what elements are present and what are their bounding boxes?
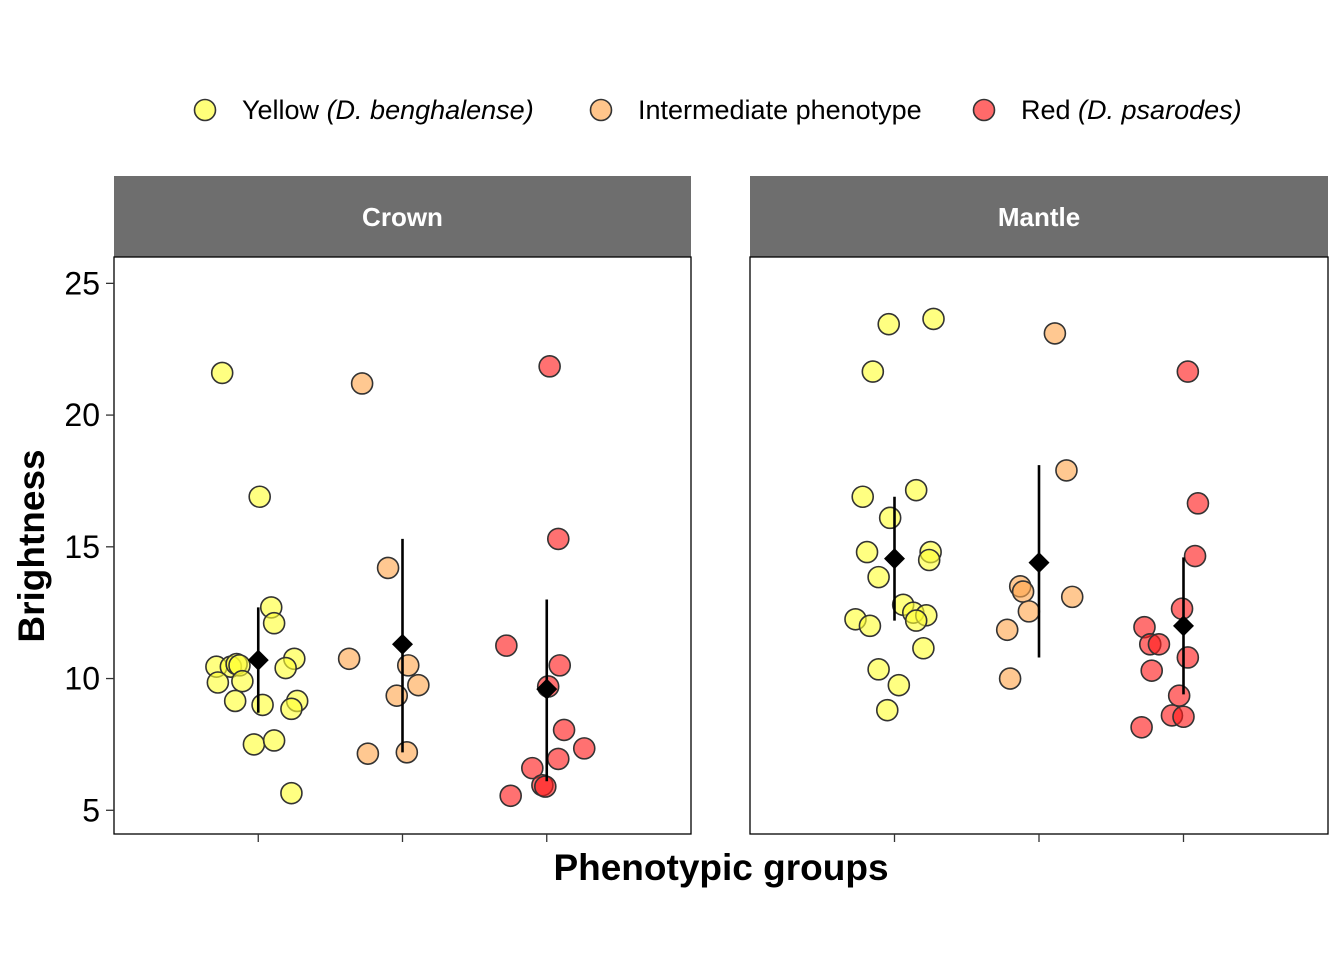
y-tick-label: 10 [64, 661, 100, 697]
data-point-yellow [922, 307, 945, 331]
legend-label-italic: (D. psarodes) [1078, 95, 1242, 125]
facet-panels: Crown Mantle [113, 176, 1329, 842]
data-point-yellow [251, 693, 274, 717]
data-point-red [1176, 360, 1200, 383]
legend-label-plain: Red [1021, 95, 1078, 125]
data-point-red [534, 775, 557, 798]
data-point-yellow [280, 781, 303, 805]
data-point-intermediate [1017, 600, 1041, 623]
mean-marker-intermediate [392, 633, 413, 655]
data-point-intermediate [1011, 580, 1035, 603]
data-point-intermediate [385, 684, 409, 707]
data-point-yellow [861, 360, 885, 383]
y-axis-title: Brightness [11, 449, 52, 642]
legend-item-intermediate: Intermediate phenotype [589, 95, 922, 125]
facet-strip [114, 176, 691, 257]
data-point-yellow [877, 312, 901, 336]
data-point-red [1176, 646, 1200, 669]
y-tick-label: 15 [64, 529, 100, 565]
data-point-intermediate [998, 667, 1022, 690]
mean-marker-red [536, 678, 558, 700]
legend-label-plain: Intermediate phenotype [638, 95, 922, 125]
legend-label-plain: Yellow [242, 95, 327, 125]
mean-marker-yellow [884, 548, 905, 570]
panel-mantle: Mantle [749, 176, 1329, 842]
data-point-red [521, 756, 544, 780]
data-point-intermediate [396, 654, 420, 677]
data-point-intermediate [1043, 322, 1067, 345]
facet-strip [750, 176, 1328, 257]
data-point-yellow [274, 656, 297, 680]
data-point-yellow [262, 729, 286, 752]
legend-label-italic: (D. benghalense) [327, 95, 534, 125]
facet-strip-label: Crown [362, 202, 443, 232]
data-point-yellow [231, 669, 254, 693]
data-point-red [548, 654, 572, 677]
mean-marker-intermediate [1028, 552, 1050, 574]
data-point-yellow [855, 540, 879, 564]
data-point-yellow [223, 689, 247, 713]
data-point-red [546, 527, 570, 551]
data-point-red [572, 737, 596, 760]
data-point-red [1172, 705, 1195, 729]
data-point-yellow [210, 361, 234, 385]
data-point-yellow [867, 565, 890, 589]
mean-marker-red [1173, 615, 1194, 637]
legend-item-red: Red (D. psarodes) [972, 95, 1242, 125]
legend-key-yellow [193, 98, 217, 122]
data-point-yellow [242, 733, 266, 756]
data-point-yellow [867, 658, 890, 681]
legend-key-intermediate [589, 98, 613, 122]
data-point-red [495, 634, 518, 657]
data-point-intermediate [376, 556, 400, 580]
y-axis: 5 10 15 20 25 [64, 265, 114, 828]
data-point-intermediate [407, 673, 430, 697]
data-point-yellow [878, 506, 902, 530]
legend-label-red: Red (D. psarodes) [1021, 95, 1242, 125]
data-point-red [1170, 597, 1194, 621]
y-tick-label: 25 [64, 265, 100, 301]
data-point-intermediate [395, 741, 419, 764]
data-point-yellow [912, 636, 935, 660]
data-point-yellow [206, 671, 230, 694]
data-point-intermediate [1055, 459, 1078, 482]
data-point-red [499, 784, 522, 808]
data-point-intermediate [995, 618, 1019, 642]
data-point-yellow [904, 478, 928, 502]
y-tick-label: 5 [82, 792, 100, 828]
data-point-red [552, 718, 576, 742]
data-point-yellow [887, 673, 911, 697]
legend-label-intermediate: Intermediate phenotype [638, 95, 922, 125]
data-point-yellow [248, 485, 271, 509]
data-point-intermediate [356, 742, 380, 765]
data-point-red [1147, 633, 1171, 656]
data-point-yellow [917, 548, 941, 572]
data-point-intermediate [337, 647, 361, 671]
panel-crown: Crown [113, 176, 692, 842]
data-point-yellow [262, 611, 286, 635]
data-point-intermediate [350, 372, 374, 395]
data-point-yellow [280, 697, 303, 721]
data-point-intermediate [1060, 585, 1084, 609]
legend-item-yellow: Yellow (D. benghalense) [193, 95, 534, 125]
data-point-yellow [851, 485, 875, 509]
data-point-yellow [875, 698, 899, 722]
mean-marker-yellow [247, 649, 269, 671]
data-point-yellow [904, 609, 928, 632]
data-point-red [538, 355, 561, 378]
data-point-red [1140, 659, 1164, 682]
legend-label-yellow: Yellow (D. benghalense) [242, 95, 534, 125]
data-point-red [1183, 544, 1207, 568]
data-point-red [1167, 684, 1191, 707]
facet-strip-label: Mantle [998, 202, 1080, 232]
data-point-yellow [858, 614, 882, 638]
data-point-red [546, 747, 570, 771]
data-point-red [1130, 715, 1153, 739]
legend: Yellow (D. benghalense) Intermediate phen… [193, 95, 1242, 125]
y-tick-label: 20 [64, 397, 100, 433]
legend-key-red [972, 98, 996, 122]
x-axis-title: Phenotypic groups [553, 847, 888, 888]
data-point-red [1186, 492, 1210, 515]
